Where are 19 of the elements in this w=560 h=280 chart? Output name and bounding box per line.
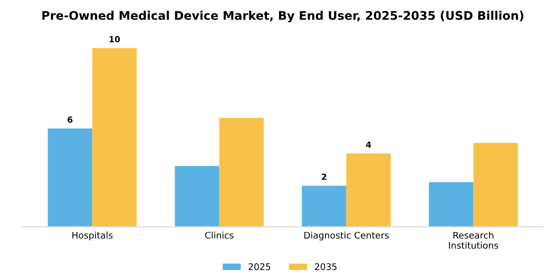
data-label: 6 bbox=[68, 116, 72, 123]
bar bbox=[346, 154, 391, 227]
x-tick-label: Research Institutions bbox=[449, 232, 498, 249]
data-label: 4 bbox=[366, 142, 372, 148]
x-tick-label: Clinics bbox=[205, 232, 234, 239]
bar bbox=[428, 182, 474, 227]
x-tick-label: Diagnostic Centers bbox=[304, 232, 389, 240]
data-label: 10 bbox=[110, 36, 120, 42]
bar bbox=[302, 186, 346, 227]
chart-title: Pre-Owned Medical Device Market, By End User, 2025-2035 (USD Billion) bbox=[42, 10, 524, 22]
legend-label: 2025 bbox=[248, 263, 270, 270]
data-label: 2 bbox=[322, 174, 326, 180]
bar bbox=[48, 128, 92, 227]
bar bbox=[92, 48, 137, 227]
bar bbox=[219, 118, 264, 227]
bar bbox=[473, 142, 518, 227]
bar bbox=[174, 166, 220, 227]
x-tick-label: Hospitals bbox=[72, 232, 113, 240]
legend-label: 2035 bbox=[314, 263, 336, 270]
